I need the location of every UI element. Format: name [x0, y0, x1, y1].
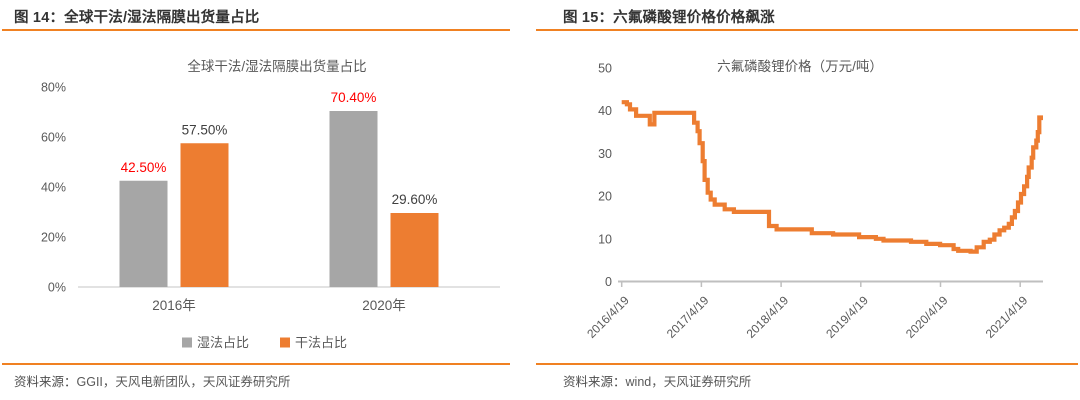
figure14-header-rule	[2, 29, 510, 31]
bar-湿法占比-2020年	[329, 111, 378, 287]
figure15-footer-rule	[536, 363, 1078, 365]
y-axis-tick-label: 10	[598, 232, 612, 246]
y-axis-tick-label: 30	[598, 147, 612, 161]
legend-swatch-湿法占比	[182, 337, 192, 348]
figure15-title: 图 15：六氟磷酸锂价格价格飙涨	[563, 10, 775, 26]
y-axis-tick-label: 60%	[41, 131, 66, 145]
legend-swatch-干法占比	[280, 337, 290, 348]
price-line-series	[621, 100, 1043, 254]
figure14-source: 资料来源：GGII，天风电新团队，天风证券研究所	[14, 371, 290, 390]
x-axis-category-label: 2020年	[362, 298, 406, 313]
figure15-header-rule	[536, 29, 1078, 31]
x-axis-tick-label: 2018/4/19	[744, 293, 792, 341]
chart-title: 全球干法/湿法隔膜出货量占比	[187, 58, 366, 74]
figure14-source-label: 资料来源：	[14, 375, 77, 389]
x-axis-tick-label: 2017/4/19	[664, 293, 712, 341]
figure14-footer-rule	[2, 363, 510, 365]
figure14-source-text: GGII，天风电新团队，天风证券研究所	[76, 375, 291, 389]
x-axis-tick-label: 2020/4/19	[903, 293, 951, 341]
x-axis-tick-label: 2016/4/19	[584, 293, 632, 341]
y-axis-tick-label: 20%	[41, 231, 66, 245]
x-axis-category-label: 2016年	[152, 298, 196, 313]
legend-label-干法占比: 干法占比	[295, 335, 347, 350]
y-axis-tick-label: 40%	[41, 181, 66, 195]
x-axis-tick-label: 2019/4/19	[823, 293, 871, 341]
y-axis-tick-label: 0	[605, 275, 612, 289]
figure14-title: 图 14：全球干法/湿法隔膜出货量占比	[14, 10, 260, 26]
figure15-source: 资料来源：wind，天风证券研究所	[563, 371, 751, 390]
chart-title: 六氟磷酸锂价格（万元/吨）	[717, 59, 883, 74]
y-axis-tick-label: 20	[598, 190, 612, 204]
legend-label-湿法占比: 湿法占比	[197, 335, 249, 350]
figure15-source-label: 资料来源：	[563, 375, 626, 389]
x-axis-tick-label: 2021/4/19	[983, 293, 1031, 341]
y-axis-tick-label: 40	[598, 104, 612, 118]
bar-湿法占比-2016年	[119, 180, 168, 287]
figure15-source-text: wind，天风证券研究所	[625, 375, 752, 389]
y-axis-tick-label: 80%	[41, 81, 66, 95]
y-axis-tick-label: 50	[598, 62, 612, 76]
bar-value-label: 29.60%	[392, 192, 438, 207]
bar-干法占比-2020年	[390, 213, 439, 287]
bar-value-label: 70.40%	[331, 90, 377, 105]
y-axis-tick-label: 0%	[48, 281, 66, 295]
bar-干法占比-2016年	[180, 143, 229, 287]
bar-value-label: 57.50%	[182, 122, 228, 137]
bar-value-label: 42.50%	[121, 160, 167, 175]
